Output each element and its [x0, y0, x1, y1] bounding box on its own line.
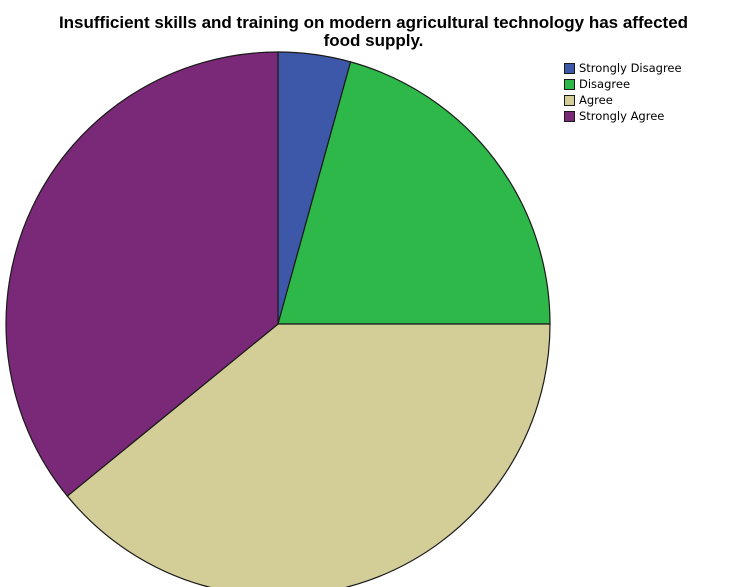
pie-slice-strongly-agree	[5, 51, 279, 497]
legend-item-disagree: Disagree	[564, 76, 682, 92]
legend-label-disagree: Disagree	[579, 77, 631, 91]
chart-title: Insufficient skills and training on mode…	[58, 13, 689, 50]
legend-item-strongly-disagree: Strongly Disagree	[564, 60, 682, 76]
legend-swatch-strongly-agree	[564, 110, 575, 122]
legend-item-strongly-agree: Strongly Agree	[564, 108, 682, 124]
legend-label-strongly-disagree: Strongly Disagree	[579, 61, 682, 75]
pie-slice-disagree	[277, 61, 551, 325]
legend-item-agree: Agree	[564, 92, 682, 108]
legend-label-agree: Agree	[579, 93, 613, 107]
pie-slice-agree	[66, 323, 551, 587]
legend-swatch-agree	[564, 94, 575, 106]
chart-legend: Strongly Disagree Disagree Agree Strongly A…	[564, 60, 682, 124]
legend-swatch-strongly-disagree	[564, 62, 575, 74]
legend-swatch-disagree	[564, 78, 575, 90]
legend-label-strongly-agree: Strongly Agree	[579, 109, 665, 123]
